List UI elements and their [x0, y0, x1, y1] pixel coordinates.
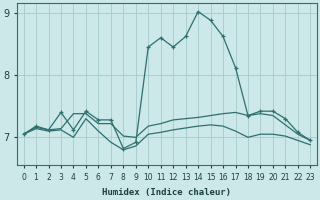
- X-axis label: Humidex (Indice chaleur): Humidex (Indice chaleur): [102, 188, 231, 197]
